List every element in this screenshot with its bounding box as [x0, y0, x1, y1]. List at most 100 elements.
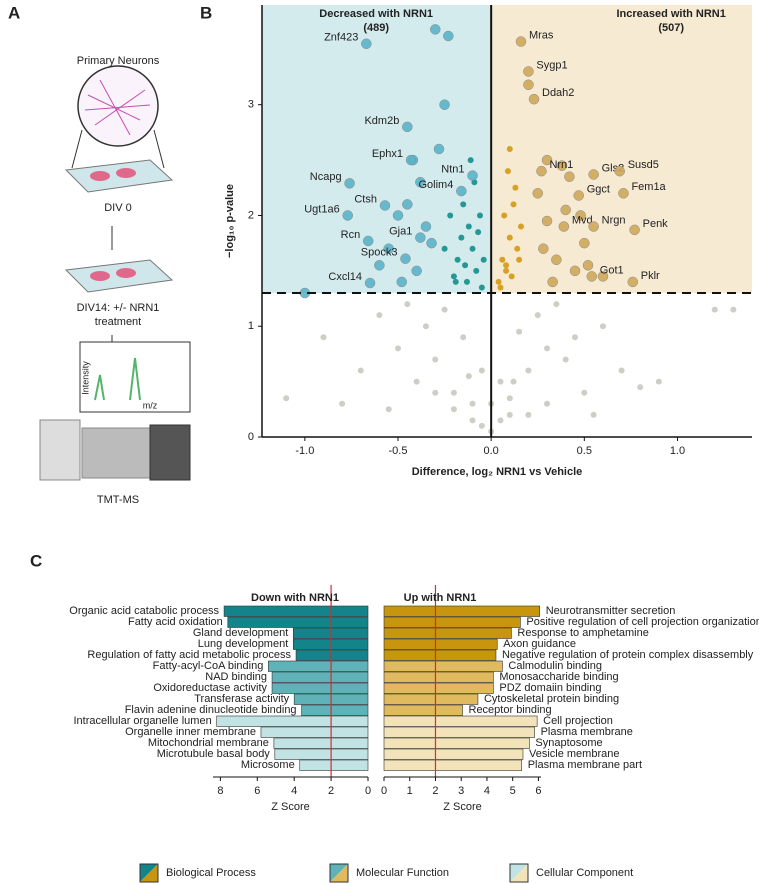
point [544, 400, 551, 407]
point [523, 66, 534, 77]
region [491, 5, 752, 293]
region [262, 5, 492, 293]
bar-label: Microsome [241, 759, 295, 771]
x-axis-label: Z Score [271, 801, 310, 813]
point [374, 260, 385, 271]
instrument [39, 419, 81, 481]
point [525, 411, 532, 418]
point [462, 262, 469, 269]
point [432, 356, 439, 363]
annotation: Increased with NRN1 [616, 8, 725, 20]
point [503, 262, 510, 269]
point [544, 345, 551, 352]
point [469, 417, 476, 424]
point [504, 168, 511, 175]
legend-label: Biological Process [166, 867, 256, 879]
point [430, 24, 441, 35]
point [618, 367, 625, 374]
point-label: Pklr [641, 270, 660, 282]
bar [383, 671, 494, 683]
point-label: Ncapg [310, 171, 342, 183]
bar-label: Monosaccharide binding [499, 671, 618, 683]
legend-border [329, 863, 349, 883]
point [711, 306, 718, 313]
point-label: Sygp1 [536, 59, 567, 71]
point-label: Got1 [600, 264, 624, 276]
point [514, 245, 521, 252]
point [402, 199, 413, 210]
legend-swatch [510, 864, 528, 882]
x-tick-label: 6 [535, 785, 541, 797]
bar-label: Vesicle membrane [529, 748, 620, 760]
annotation: (507) [658, 22, 684, 34]
point-label: Penk [643, 218, 669, 230]
point [376, 312, 383, 319]
point [508, 273, 515, 280]
point [547, 276, 558, 288]
bar-label: Synaptosome [535, 737, 602, 749]
panel-label: A [8, 3, 20, 22]
point [413, 378, 420, 385]
point [392, 210, 404, 221]
bar-label: Intracellular organelle lumen [74, 715, 212, 727]
point [478, 367, 485, 374]
point [433, 143, 445, 155]
bar [383, 693, 479, 705]
point-label: Golim4 [419, 179, 454, 191]
point [469, 400, 476, 407]
bar-label: Negative regulation of protein complex d… [502, 649, 754, 661]
bar [383, 638, 498, 650]
bar [268, 660, 369, 672]
x-tick-label: 0 [365, 785, 371, 797]
bar [383, 759, 522, 771]
point [551, 254, 562, 266]
bar [273, 737, 369, 749]
point [450, 273, 457, 280]
point [497, 284, 504, 291]
point [478, 284, 485, 291]
point [541, 154, 553, 166]
point [465, 223, 472, 230]
x-tick-label: 6 [254, 785, 260, 797]
neuron-circle [77, 65, 159, 147]
point [458, 234, 465, 241]
x-tick-label: 1.0 [670, 445, 685, 457]
legend-border [139, 863, 159, 883]
bar-label: Microtubule basal body [157, 748, 271, 760]
x-axis-label: Difference, log₂ NRN1 vs Vehicle [412, 466, 583, 478]
point [597, 271, 609, 282]
chart-title: Down with NRN1 [251, 592, 339, 604]
point [422, 323, 429, 330]
point [465, 373, 472, 380]
chart-title: Up with NRN1 [404, 592, 477, 604]
point [629, 224, 640, 236]
point [450, 389, 457, 396]
spectrum [94, 357, 141, 401]
point [283, 395, 290, 402]
point [572, 334, 579, 341]
bar [271, 671, 369, 683]
annotation: Decreased with NRN1 [319, 8, 433, 20]
point [573, 190, 584, 201]
point [579, 237, 590, 249]
panel-label: B [200, 3, 212, 22]
point-label: Ephx1 [372, 148, 403, 160]
x-tick-label: 0.0 [484, 445, 499, 457]
point [467, 170, 478, 181]
step-label: Primary Neurons [77, 55, 160, 67]
neurons [84, 79, 151, 136]
point [534, 312, 541, 319]
point-label: Nrgn [602, 214, 626, 226]
bar-label: Transferase activity [194, 693, 289, 705]
point [581, 389, 588, 396]
point-label: Ctsh [354, 193, 377, 205]
point [420, 221, 432, 232]
bar [227, 616, 369, 628]
point-label: Ddah2 [542, 87, 574, 99]
point [569, 265, 581, 277]
point-label: Susd5 [628, 159, 659, 171]
well [90, 271, 110, 281]
bar [271, 682, 369, 694]
point [460, 201, 467, 208]
point-label: Mras [529, 29, 554, 41]
